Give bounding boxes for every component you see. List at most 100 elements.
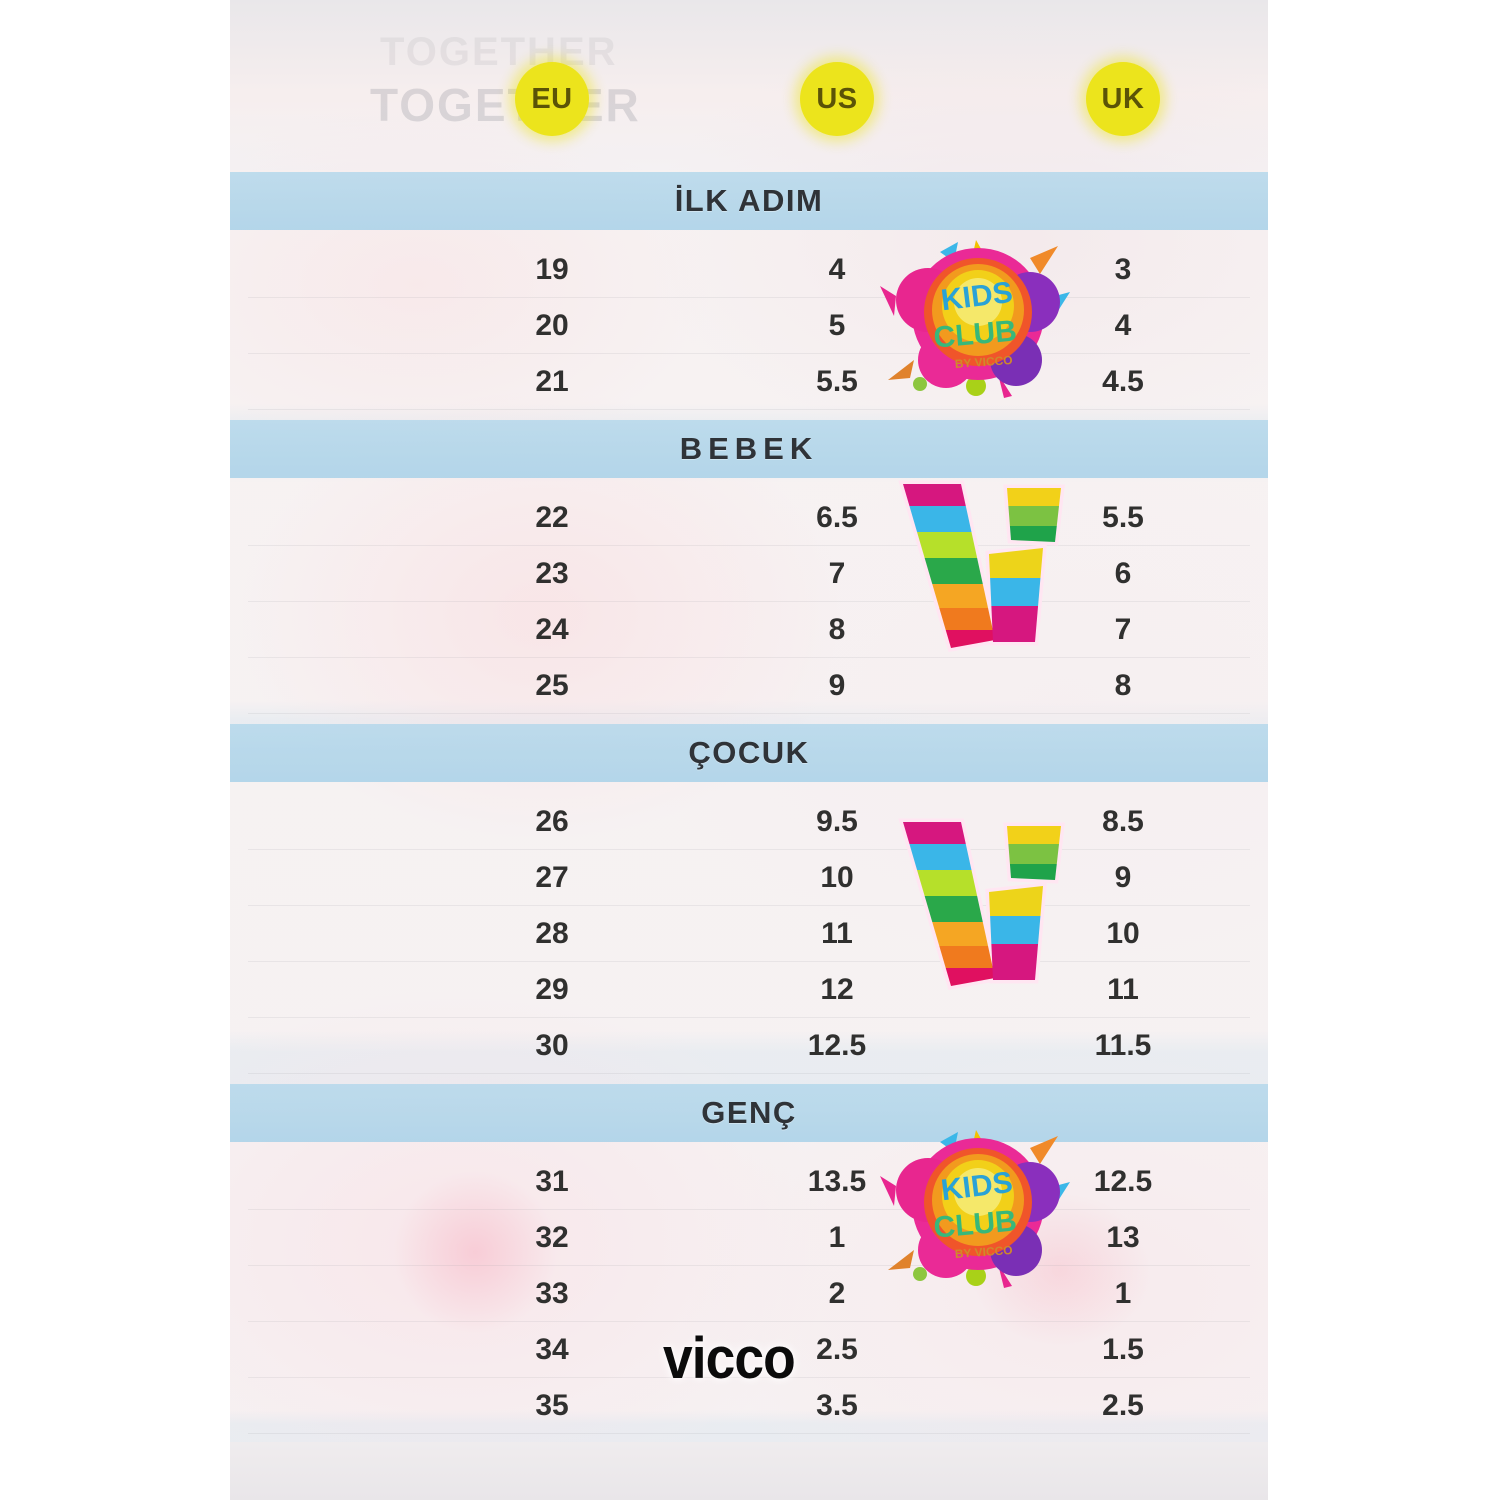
- section-band-3: GENÇ: [230, 1084, 1268, 1142]
- cell-eu: 22: [535, 501, 569, 534]
- cell-eu: 32: [535, 1221, 569, 1254]
- section-band-0: İLK ADIM: [230, 172, 1268, 230]
- row-separator: [248, 849, 1250, 850]
- cell-uk: 12.5: [1093, 1165, 1153, 1198]
- table-row: 3211320.4 CM: [230, 1210, 1268, 1266]
- cell-eu: 26: [535, 805, 569, 838]
- vicco-v-logo-2: [885, 808, 1075, 998]
- row-separator: [248, 601, 1250, 602]
- column-badge-us: US: [800, 62, 874, 136]
- cell-us: 6.5: [816, 501, 858, 534]
- row-separator: [248, 1017, 1250, 1018]
- table-row: 215.54.513 CM: [230, 354, 1268, 410]
- cell-eu: 30: [535, 1029, 569, 1062]
- table-row: 226.55.513.7 CM: [230, 490, 1268, 546]
- cell-uk: 5.5: [1102, 501, 1144, 534]
- column-header-row: EUUSUKCM: [230, 62, 1268, 152]
- column-badge-eu: EU: [515, 62, 589, 136]
- cell-eu: 19: [535, 253, 569, 286]
- table-row: 353.52.522.4 CM: [230, 1378, 1268, 1434]
- cell-uk: 10: [1106, 917, 1140, 950]
- kids-club-logo: KIDS CLUB BY VICCO: [880, 240, 1080, 400]
- svg-text:CLUB: CLUB: [932, 1204, 1018, 1244]
- column-badge-uk: UK: [1086, 62, 1160, 136]
- cell-eu: 27: [535, 861, 569, 894]
- table-row: 342.51.521.7 CM: [230, 1322, 1268, 1378]
- cell-us: 4: [828, 253, 846, 286]
- size-chart-panel: TOGETHER TOGETHER EUUSUKCM İLK ADIM19431…: [230, 0, 1268, 1500]
- cell-uk: 8: [1114, 669, 1132, 702]
- cell-eu: 21: [535, 365, 569, 398]
- cell-us: 12.5: [807, 1029, 867, 1062]
- section-title: GENÇ: [701, 1095, 797, 1130]
- cell-us: 5.5: [816, 365, 858, 398]
- cell-us: 10: [820, 861, 854, 894]
- cell-uk: 2.5: [1102, 1389, 1144, 1422]
- table-row: 259815.7 CM: [230, 658, 1268, 714]
- cell-uk: 7: [1114, 613, 1132, 646]
- row-separator: [248, 1321, 1250, 1322]
- table-row: 2710917 CM: [230, 850, 1268, 906]
- row-separator: [248, 961, 1250, 962]
- svg-text:BY VICCO: BY VICCO: [954, 1243, 1013, 1261]
- cell-us: 3.5: [816, 1389, 858, 1422]
- row-separator: [248, 409, 1250, 410]
- cell-eu: 34: [535, 1333, 569, 1366]
- backdrop-ghost-text-upper: TOGETHER: [380, 30, 618, 74]
- cell-uk: 1.5: [1102, 1333, 1144, 1366]
- cell-uk: 9: [1114, 861, 1132, 894]
- table-row: 205412.4 CM: [230, 298, 1268, 354]
- cell-eu: 33: [535, 1277, 569, 1310]
- cell-uk: 11.5: [1094, 1029, 1152, 1062]
- cell-eu: 29: [535, 973, 569, 1006]
- cell-eu: 35: [535, 1389, 569, 1422]
- cell-eu: 31: [535, 1165, 569, 1198]
- cell-uk: 13: [1106, 1221, 1140, 1254]
- column-badge-label: EU: [531, 82, 573, 115]
- cell-uk: 6: [1114, 557, 1132, 590]
- cell-us: 9.5: [816, 805, 858, 838]
- row-separator: [248, 353, 1250, 354]
- cell-us: 2: [828, 1277, 846, 1310]
- svg-text:BY VICCO: BY VICCO: [954, 353, 1013, 371]
- table-row: 269.58.516.4 CM: [230, 794, 1268, 850]
- row-separator: [248, 297, 1250, 298]
- cell-eu: 23: [535, 557, 569, 590]
- cell-uk: 4: [1114, 309, 1132, 342]
- column-badge-label: US: [816, 82, 858, 115]
- section-band-1: BEBEK: [230, 420, 1268, 478]
- row-separator: [248, 713, 1250, 714]
- svg-text:CLUB: CLUB: [932, 314, 1018, 354]
- row-separator: [248, 1209, 1250, 1210]
- cell-uk: 11: [1107, 973, 1139, 1006]
- backdrop-ghost-text: TOGETHER: [370, 79, 641, 131]
- row-separator: [248, 1073, 1250, 1074]
- cell-uk: 1: [1114, 1277, 1132, 1310]
- row-separator: [248, 1265, 1250, 1266]
- cell-uk: 4.5: [1102, 365, 1144, 398]
- cell-us: 1: [828, 1221, 846, 1254]
- cell-uk: 3: [1114, 253, 1132, 286]
- table-row: 237614.4 CM: [230, 546, 1268, 602]
- cell-uk: 8.5: [1102, 805, 1144, 838]
- cell-eu: 28: [535, 917, 569, 950]
- panel-bottom-strip: [230, 1442, 1268, 1500]
- table-row: 332121 CM: [230, 1266, 1268, 1322]
- row-separator: [248, 657, 1250, 658]
- cell-eu: 24: [535, 613, 569, 646]
- cell-eu: 25: [535, 669, 569, 702]
- row-separator: [248, 905, 1250, 906]
- section-title: ÇOCUK: [688, 735, 810, 770]
- row-separator: [248, 1377, 1250, 1378]
- row-separator: [248, 1433, 1250, 1434]
- cell-us: 12: [820, 973, 854, 1006]
- cell-us: 9: [828, 669, 846, 702]
- table-row: 248715 CM: [230, 602, 1268, 658]
- section-band-2: ÇOCUK: [230, 724, 1268, 782]
- cell-us: 7: [828, 557, 846, 590]
- table-row: 194311.8 CM: [230, 242, 1268, 298]
- kids-club-logo-2: KIDS CLUB BY VICCO: [880, 1130, 1080, 1290]
